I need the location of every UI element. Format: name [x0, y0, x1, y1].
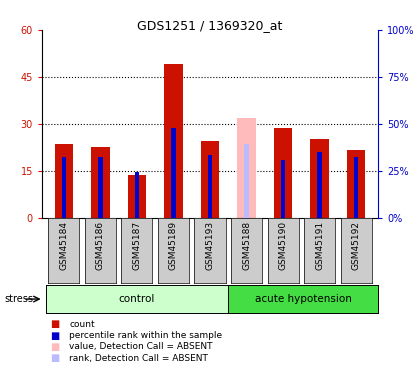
- Text: GSM45190: GSM45190: [278, 221, 288, 270]
- Bar: [208, 155, 212, 218]
- Bar: [354, 157, 358, 218]
- Text: percentile rank within the sample: percentile rank within the sample: [69, 331, 223, 340]
- Text: acute hypotension: acute hypotension: [255, 294, 352, 304]
- Bar: [128, 176, 146, 217]
- Bar: [318, 152, 322, 217]
- Bar: [347, 150, 365, 217]
- Text: GSM45188: GSM45188: [242, 221, 251, 270]
- Text: GDS1251 / 1369320_at: GDS1251 / 1369320_at: [137, 19, 283, 32]
- Text: rank, Detection Call = ABSENT: rank, Detection Call = ABSENT: [69, 354, 208, 363]
- Text: GSM45193: GSM45193: [205, 221, 215, 270]
- Bar: [310, 140, 329, 218]
- Bar: [98, 157, 102, 218]
- Text: GSM45189: GSM45189: [169, 221, 178, 270]
- Text: ■: ■: [50, 331, 60, 340]
- Text: control: control: [119, 294, 155, 304]
- Bar: [171, 128, 176, 217]
- Text: GSM45192: GSM45192: [352, 221, 361, 270]
- Bar: [281, 160, 285, 218]
- Text: GSM45186: GSM45186: [96, 221, 105, 270]
- Text: ■: ■: [50, 342, 60, 352]
- Bar: [164, 64, 183, 218]
- Bar: [62, 157, 66, 218]
- Bar: [244, 144, 249, 218]
- Text: value, Detection Call = ABSENT: value, Detection Call = ABSENT: [69, 342, 213, 351]
- Text: ■: ■: [50, 353, 60, 363]
- Text: GSM45191: GSM45191: [315, 221, 324, 270]
- Text: stress: stress: [4, 294, 33, 304]
- Bar: [201, 141, 219, 218]
- Text: GSM45187: GSM45187: [132, 221, 142, 270]
- Text: ■: ■: [50, 320, 60, 329]
- Bar: [274, 128, 292, 217]
- Bar: [135, 172, 139, 217]
- Text: count: count: [69, 320, 95, 329]
- Bar: [55, 144, 73, 218]
- Bar: [91, 147, 110, 218]
- Bar: [237, 117, 256, 218]
- Text: GSM45184: GSM45184: [59, 221, 68, 270]
